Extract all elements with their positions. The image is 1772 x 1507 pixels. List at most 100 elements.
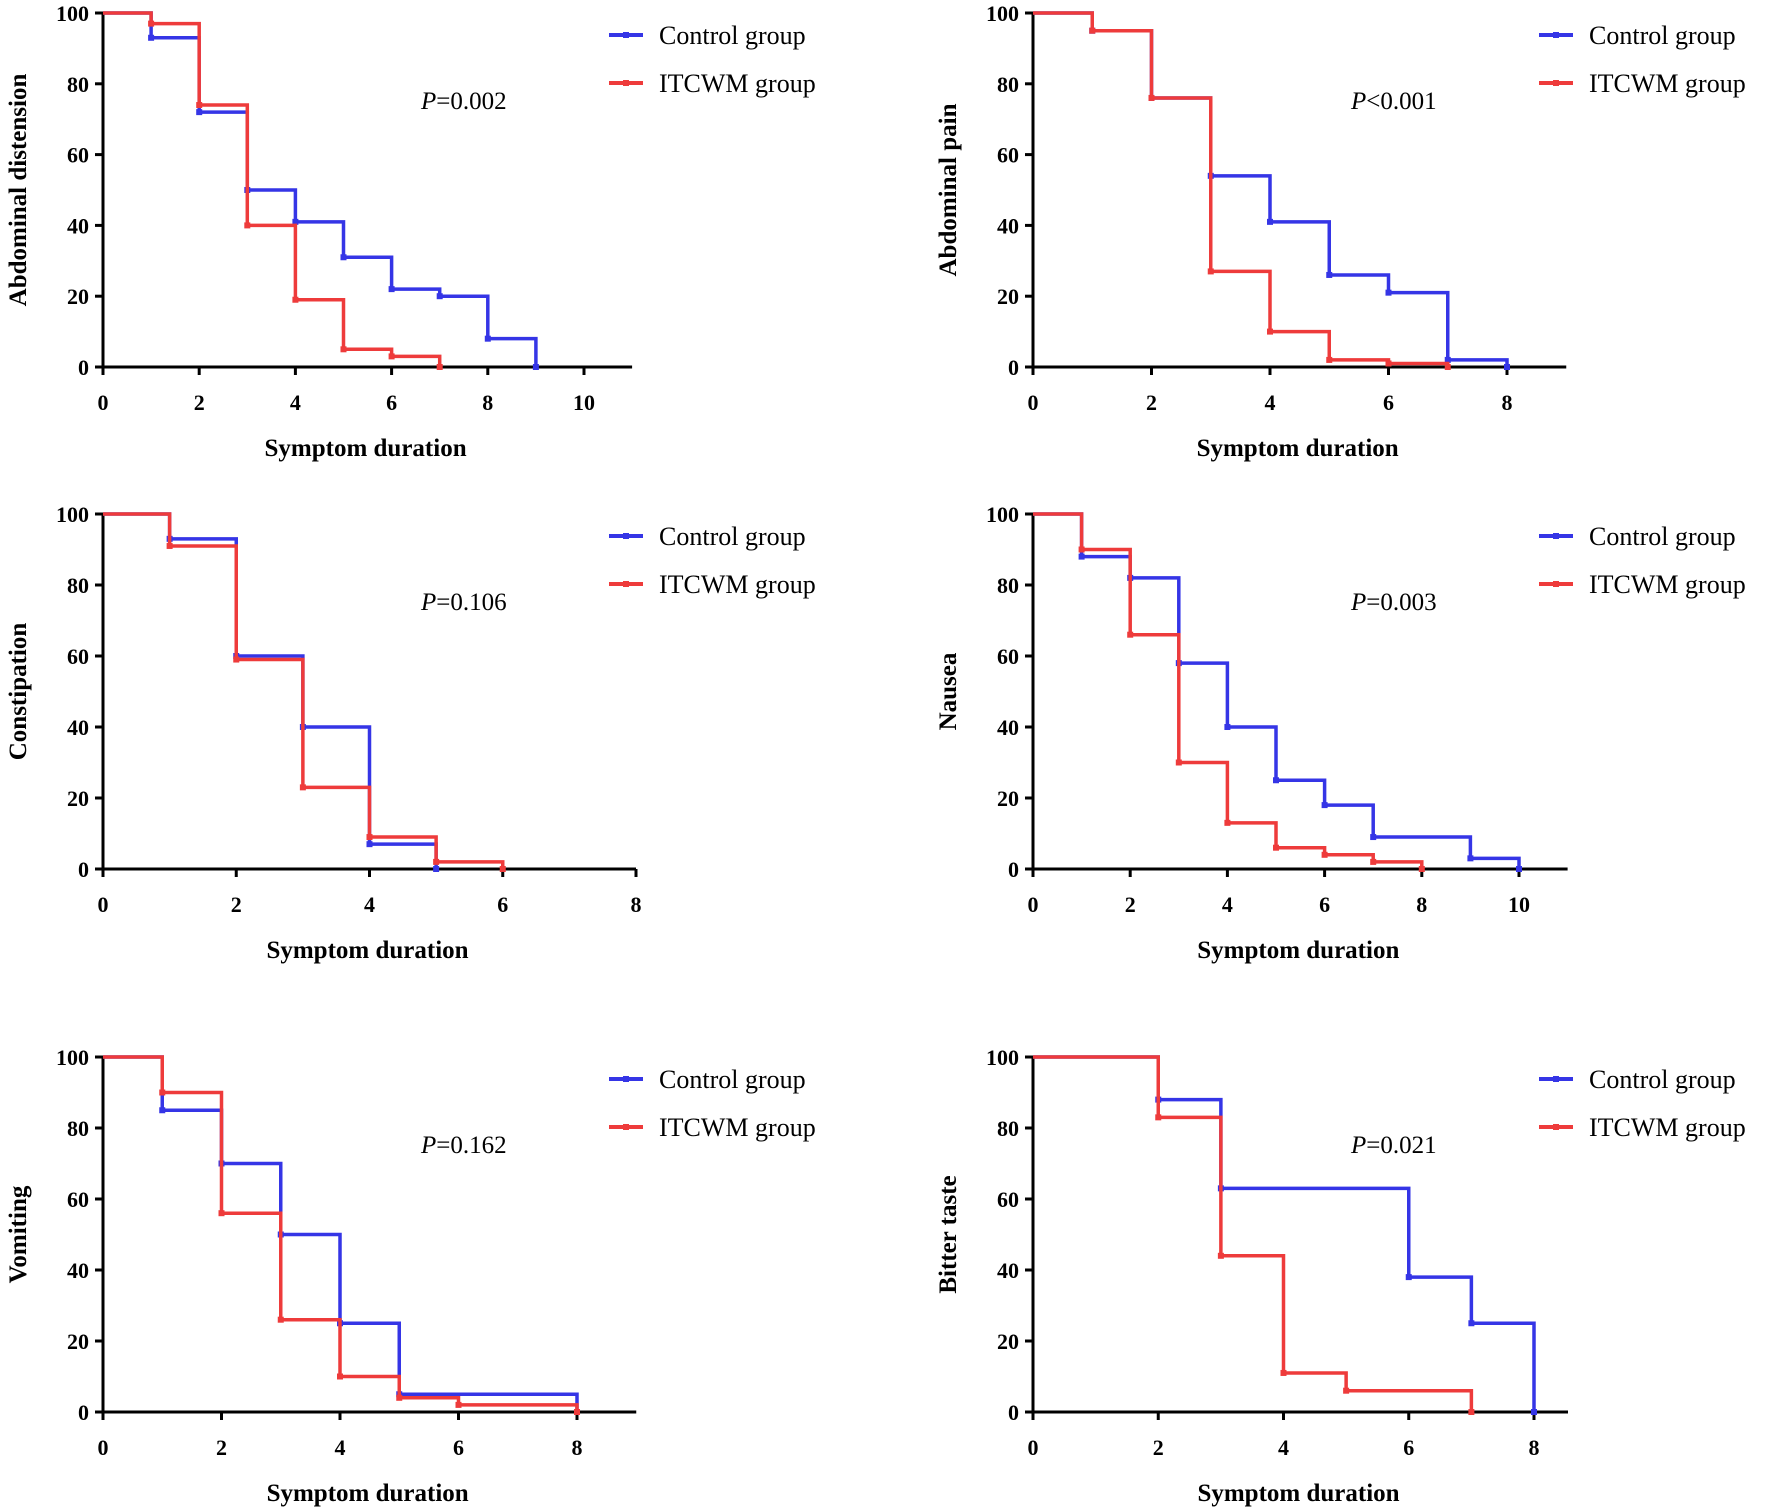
- x-tick-label: 6: [453, 1435, 464, 1460]
- censor-mark: [388, 353, 395, 360]
- censor-mark: [1385, 289, 1392, 296]
- x-tick-label: 0: [1028, 892, 1039, 917]
- y-tick-label: 0: [1008, 355, 1019, 380]
- y-tick-label: 0: [78, 355, 89, 380]
- p-value-number: =0.162: [436, 1132, 506, 1159]
- legend-swatch-mark: [623, 1076, 629, 1082]
- p-value-number: =0.106: [436, 589, 506, 616]
- censor-mark: [1217, 1252, 1224, 1259]
- censor-mark: [433, 858, 440, 865]
- y-tick-label: 60: [997, 644, 1019, 669]
- x-tick-label: 10: [1508, 892, 1530, 917]
- censor-mark: [1273, 844, 1279, 851]
- x-tick-label: 8: [1529, 1435, 1540, 1460]
- p-value-number: =0.021: [1366, 1132, 1436, 1159]
- censor-mark: [1531, 1409, 1537, 1415]
- censor-mark: [340, 254, 347, 261]
- censor-mark: [1175, 759, 1182, 766]
- censor-mark: [1468, 1409, 1475, 1415]
- censor-mark: [1516, 866, 1522, 872]
- legend-swatch-mark: [623, 32, 629, 38]
- censor-mark: [1321, 851, 1328, 858]
- y-tick-label: 20: [67, 786, 89, 811]
- censor-mark: [1444, 364, 1451, 370]
- censor-mark: [366, 841, 373, 848]
- chart-panel-5: 0 20 40 60 80 100 0 2 4 6 8 Symptom duration Vomitin…: [5, 1045, 816, 1507]
- censor-mark: [340, 346, 347, 353]
- x-tick-label: 6: [1319, 892, 1330, 917]
- p-value-label: P=0.002: [420, 88, 507, 115]
- censor-mark: [1504, 364, 1510, 370]
- censor-mark: [1207, 268, 1214, 275]
- x-tick-label: 4: [364, 892, 375, 917]
- y-tick-label: 40: [997, 213, 1019, 238]
- legend-swatch-mark: [1553, 533, 1559, 539]
- x-tick-label: 8: [631, 892, 642, 917]
- p-value-number: =0.003: [1366, 589, 1436, 616]
- censor-mark: [1321, 802, 1328, 809]
- censor-mark: [1370, 858, 1377, 865]
- x-tick-label: 8: [482, 390, 493, 415]
- legend-label: ITCWM group: [659, 1113, 816, 1142]
- p-value-label: P=0.021: [1350, 1132, 1437, 1159]
- y-axis-title: Vomiting: [5, 1185, 32, 1283]
- y-tick-label: 80: [997, 72, 1019, 97]
- y-tick-label: 100: [56, 1045, 89, 1070]
- p-value-symbol: P: [1350, 589, 1366, 616]
- censor-mark: [1326, 356, 1333, 363]
- y-tick-label: 20: [997, 786, 1019, 811]
- series-line-control: [103, 512, 438, 869]
- x-tick-label: 0: [98, 390, 109, 415]
- censor-mark: [1370, 834, 1377, 841]
- censor-mark: [1224, 819, 1231, 826]
- censor-mark: [148, 34, 155, 41]
- x-tick-label: 8: [1416, 892, 1427, 917]
- censor-mark: [1148, 94, 1155, 101]
- y-tick-label: 40: [997, 715, 1019, 740]
- censor-mark: [233, 656, 240, 663]
- x-axis-title: Symptom duration: [1197, 937, 1399, 964]
- x-tick-label: 8: [1502, 390, 1513, 415]
- p-value-symbol: P: [1350, 88, 1366, 115]
- legend-label: ITCWM group: [659, 69, 816, 98]
- x-tick-label: 0: [98, 1435, 109, 1460]
- y-tick-label: 0: [1008, 1400, 1019, 1425]
- censor-mark: [159, 1107, 166, 1114]
- y-axis-title: Abdominal distension: [5, 74, 32, 307]
- censor-mark: [1468, 1320, 1475, 1327]
- p-value-symbol: P: [420, 88, 436, 115]
- censor-mark: [1343, 1387, 1350, 1394]
- y-tick-label: 60: [67, 1187, 89, 1212]
- y-tick-label: 100: [986, 502, 1019, 527]
- censor-mark: [436, 364, 443, 370]
- x-tick-label: 2: [216, 1435, 227, 1460]
- censor-mark: [532, 364, 539, 370]
- chart-panel-4: 0 20 40 60 80 100 0 2 4 6 8 10 Symptom duration Nause…: [935, 502, 1746, 964]
- x-tick-label: 2: [1146, 390, 1157, 415]
- y-tick-label: 20: [67, 284, 89, 309]
- y-tick-label: 40: [67, 1258, 89, 1283]
- x-axis-title: Symptom duration: [266, 937, 468, 964]
- censor-mark: [1078, 553, 1085, 560]
- y-tick-label: 20: [997, 284, 1019, 309]
- censor-mark: [1155, 1114, 1162, 1121]
- x-tick-label: 2: [194, 390, 205, 415]
- p-value-number: <0.001: [1366, 88, 1436, 115]
- censor-mark: [196, 102, 203, 109]
- y-tick-label: 80: [67, 573, 89, 598]
- x-tick-label: 0: [98, 892, 109, 917]
- censor-mark: [1467, 855, 1474, 862]
- y-tick-label: 60: [997, 1187, 1019, 1212]
- legend-label: ITCWM group: [1589, 1113, 1746, 1142]
- x-tick-label: 4: [290, 390, 301, 415]
- censor-mark: [1280, 1369, 1287, 1376]
- p-value-label: P=0.162: [420, 1132, 507, 1159]
- censor-mark: [1078, 546, 1085, 553]
- x-axis-title: Symptom duration: [267, 1480, 469, 1507]
- censor-mark: [499, 866, 506, 872]
- censor-mark: [388, 286, 395, 293]
- x-tick-label: 6: [386, 390, 397, 415]
- censor-mark: [1224, 724, 1231, 730]
- series-line-itcwm: [1033, 1055, 1474, 1412]
- legend-swatch-mark: [1553, 581, 1559, 587]
